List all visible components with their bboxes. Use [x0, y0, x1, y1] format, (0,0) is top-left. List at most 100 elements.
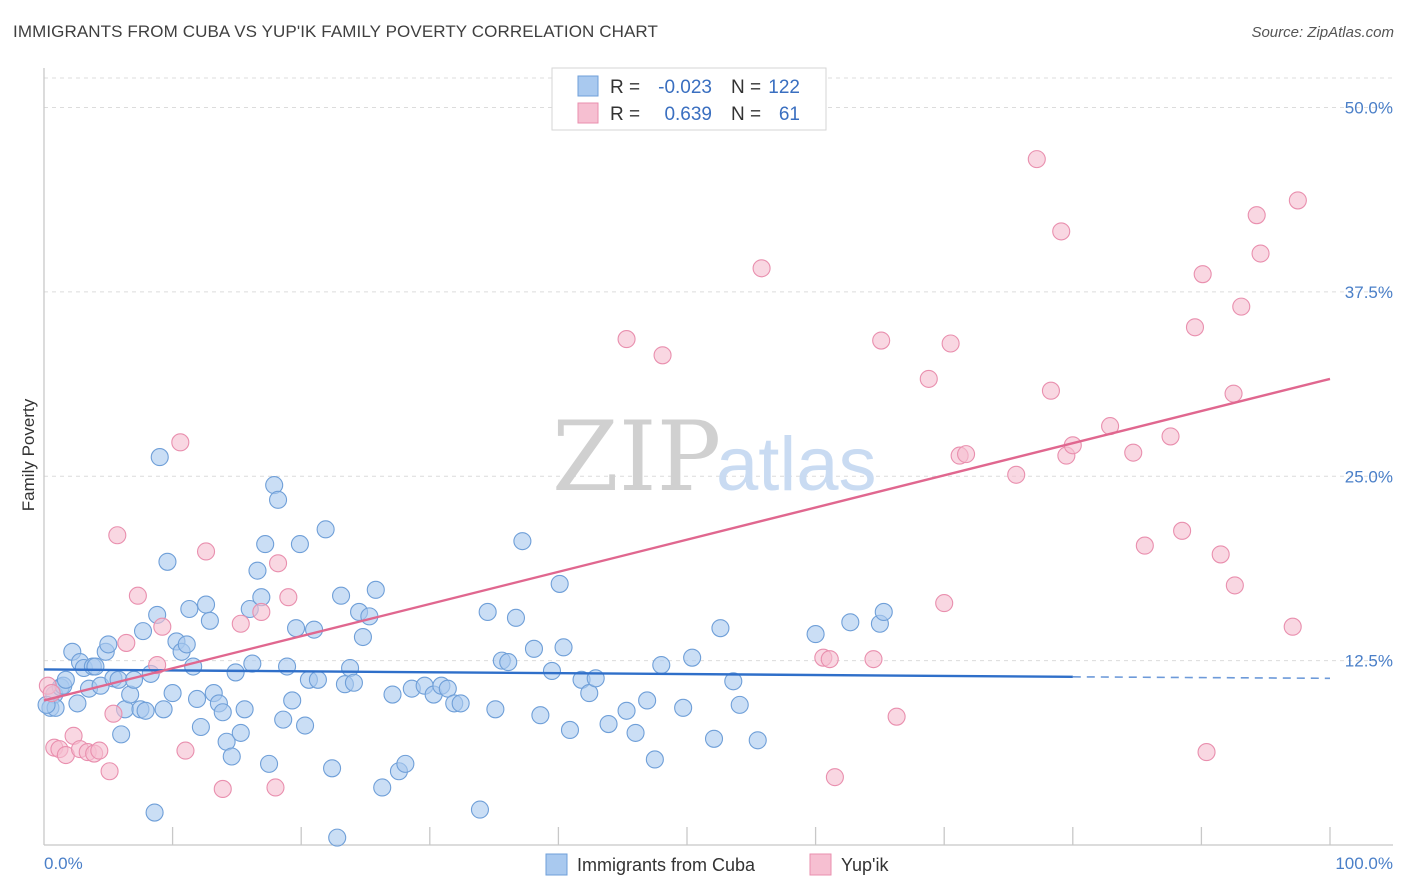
cuba-point-47 — [231, 723, 250, 742]
yupik-point-22 — [252, 602, 271, 622]
yupik-point-59 — [1251, 244, 1270, 263]
cuba-point-45 — [222, 747, 241, 766]
watermark-zip: ZIP — [552, 401, 721, 513]
series-cuba-points — [37, 448, 893, 847]
cuba-point-58 — [278, 657, 297, 676]
cuba-point-40 — [200, 611, 219, 630]
cuba-point-50 — [243, 654, 262, 673]
cuba-point-96 — [531, 706, 550, 725]
cuba-point-117 — [806, 625, 825, 644]
y-tick-label-3: 50.0% — [1345, 99, 1393, 118]
source-label: Source: ZipAtlas.com — [1251, 24, 1394, 41]
yupik-point-41 — [1027, 150, 1046, 169]
yupik-point-57 — [1232, 297, 1251, 316]
yupik-point-21 — [231, 614, 250, 633]
yupik-point-40 — [1007, 465, 1026, 484]
yupik-point-17 — [171, 433, 190, 452]
legend-n-value-yupik: 61 — [779, 104, 800, 125]
yupik-point-32 — [864, 650, 883, 669]
cuba-point-56 — [269, 490, 288, 509]
cuba-point-26 — [145, 803, 164, 822]
cuba-point-100 — [560, 720, 580, 740]
yupik-point-10 — [100, 762, 119, 781]
cuba-point-105 — [617, 701, 636, 720]
cuba-point-12 — [86, 657, 105, 676]
cuba-point-78 — [383, 685, 402, 704]
legend-r-label-yupik: R = — [610, 104, 640, 125]
cuba-point-116 — [748, 731, 767, 750]
cuba-point-115 — [730, 695, 749, 714]
axes — [43, 68, 1393, 846]
cuba-point-109 — [652, 655, 671, 675]
cuba-point-74 — [353, 627, 372, 647]
yupik-point-47 — [1124, 443, 1143, 462]
cuba-point-37 — [187, 689, 207, 709]
cuba-point-87 — [451, 694, 470, 713]
cuba-point-48 — [235, 700, 254, 719]
yupik-point-36 — [935, 594, 954, 613]
yupik-point-13 — [117, 633, 136, 652]
cuba-point-113 — [711, 619, 730, 638]
x-tick-labels: 0.0% 100.0% — [44, 854, 1393, 873]
watermark-atlas: atlas — [716, 422, 877, 507]
x-tick-label-0: 0.0% — [44, 854, 83, 873]
cuba-point-110 — [674, 698, 693, 717]
y-tick-label-0: 12.5% — [1345, 652, 1393, 671]
cuba-point-24 — [136, 701, 155, 720]
yupik-point-56 — [1225, 576, 1244, 595]
cuba-point-54 — [259, 754, 279, 773]
cuba-point-7 — [68, 694, 87, 713]
cuba-point-15 — [99, 635, 118, 654]
bottom-legend-swatch-cuba — [545, 853, 568, 876]
yupik-point-50 — [1173, 521, 1192, 540]
trend-line-yupik — [43, 377, 1331, 702]
legend-n-value-cuba: 122 — [768, 77, 800, 98]
cuba-point-53 — [256, 535, 275, 554]
cuba-point-68 — [328, 828, 347, 847]
cuba-point-98 — [550, 574, 569, 593]
x-tick-label-1: 100.0% — [1335, 854, 1393, 873]
trend-line-cuba — [43, 668, 1073, 679]
cuba-point-43 — [213, 703, 232, 722]
cuba-point-90 — [486, 700, 505, 719]
cuba-point-61 — [290, 535, 309, 554]
cuba-point-57 — [274, 710, 293, 729]
cuba-point-5 — [56, 670, 75, 689]
yupik-point-20 — [213, 779, 232, 799]
cuba-point-29 — [154, 700, 173, 719]
cuba-point-108 — [645, 750, 664, 769]
y-axis-title: Family Poverty — [19, 398, 38, 511]
cuba-point-30 — [158, 552, 177, 571]
cuba-point-28 — [150, 448, 169, 467]
cuba-point-106 — [626, 723, 645, 742]
yupik-point-54 — [1211, 545, 1230, 564]
yupik-point-60 — [1283, 617, 1302, 636]
yupik-point-31 — [825, 768, 844, 787]
yupik-point-48 — [1135, 536, 1154, 555]
cuba-point-76 — [366, 580, 385, 599]
legend-r-value-yupik: 0.639 — [664, 104, 712, 125]
yupik-point-28 — [752, 259, 771, 278]
cuba-point-46 — [226, 663, 245, 682]
yupik-point-55 — [1224, 384, 1243, 403]
yupik-point-51 — [1185, 318, 1205, 337]
yupik-point-34 — [887, 707, 906, 726]
cuba-point-89 — [478, 602, 497, 622]
cuba-point-80 — [396, 754, 415, 773]
legend-r-value-cuba: -0.023 — [658, 77, 712, 98]
yupik-point-26 — [617, 330, 636, 349]
y-tick-label-2: 37.5% — [1345, 283, 1393, 302]
cuba-point-59 — [283, 691, 302, 710]
cuba-point-65 — [308, 670, 327, 689]
y-tick-labels: 12.5% 25.0% 37.5% 50.0% — [1345, 99, 1393, 671]
yupik-point-58 — [1247, 206, 1266, 225]
bottom-legend-label-cuba: Immigrants from Cuba — [577, 855, 756, 875]
yupik-point-42 — [1041, 381, 1060, 400]
yupik-point-23 — [266, 778, 285, 797]
yupik-point-37 — [941, 334, 960, 353]
cuba-point-93 — [506, 608, 526, 627]
cuba-point-34 — [177, 635, 196, 654]
yupik-point-9 — [90, 741, 109, 760]
yupik-point-30 — [820, 650, 839, 669]
